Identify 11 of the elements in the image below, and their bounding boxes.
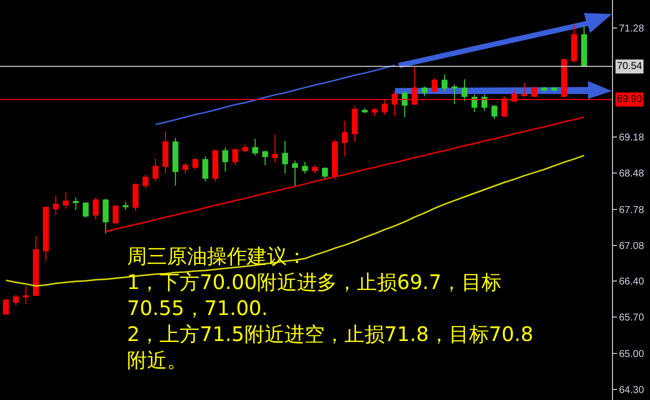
ref-line-label: 70.54: [617, 61, 642, 72]
y-tick-label: 65.70: [619, 312, 644, 324]
y-tick-label: 67.08: [619, 241, 644, 252]
ref-line-label: 69.90: [617, 94, 642, 105]
y-tick-label: 69.18: [619, 132, 644, 144]
y-tick-label: 64.30: [619, 385, 644, 396]
y-tick-label: 66.40: [619, 276, 644, 288]
y-tick-label: 68.48: [619, 168, 644, 180]
y-tick-label: 71.28: [619, 23, 644, 34]
y-tick-label: 65.00: [619, 348, 644, 360]
y-tick-label: 67.78: [619, 204, 644, 216]
